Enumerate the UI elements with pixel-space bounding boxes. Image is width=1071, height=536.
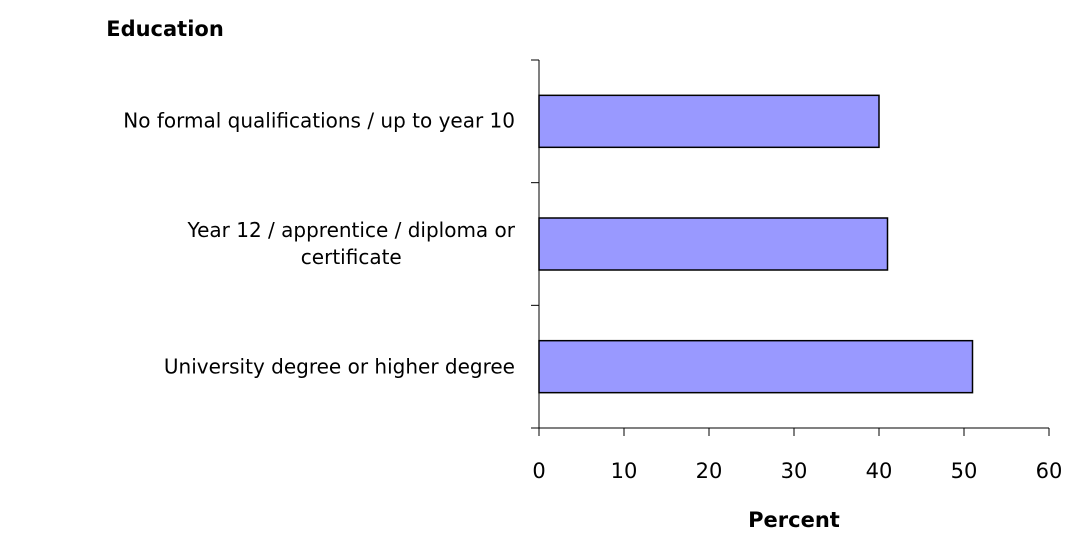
bar — [538, 94, 880, 149]
bar — [538, 339, 974, 394]
x-tick-label: 60 — [1036, 459, 1063, 483]
y-tick-label: Year 12 / apprentice / diploma or certif… — [187, 218, 515, 269]
bar — [538, 217, 889, 271]
y-tick-label: No formal qualifications / up to year 10 — [123, 108, 515, 133]
x-tick-label: 10 — [611, 459, 638, 483]
x-tick-label: 40 — [866, 459, 893, 483]
x-tick-label: 50 — [951, 459, 978, 483]
y-tick-label: University degree or higher degree — [163, 354, 515, 379]
x-tick-label: 0 — [532, 459, 545, 483]
x-tick-label: 20 — [696, 459, 723, 483]
x-axis-title: Percent — [748, 508, 840, 532]
y-axis-title: Education — [106, 17, 224, 41]
x-tick-label: 30 — [781, 459, 808, 483]
